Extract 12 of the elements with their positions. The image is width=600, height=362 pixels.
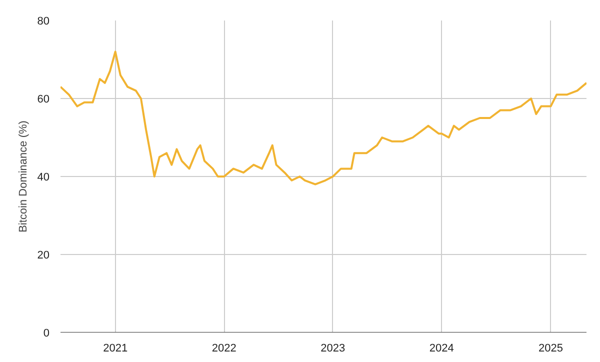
x-tick-label: 2025 (538, 342, 563, 354)
y-tick-label: 20 (37, 250, 50, 262)
x-tick-label: 2022 (212, 342, 236, 354)
x-tick-label: 2023 (320, 342, 346, 354)
x-tick-label: 2021 (103, 342, 128, 354)
y-axis-title: Bitcoin Dominance (%) (17, 120, 30, 232)
x-tick-label: 2024 (429, 342, 454, 354)
y-tick-label: 0 (43, 328, 50, 340)
line-series (60, 50, 586, 186)
y-tick-label: 60 (37, 94, 50, 106)
y-tick-label: 80 (37, 16, 50, 28)
y-tick-label: 40 (37, 172, 50, 184)
